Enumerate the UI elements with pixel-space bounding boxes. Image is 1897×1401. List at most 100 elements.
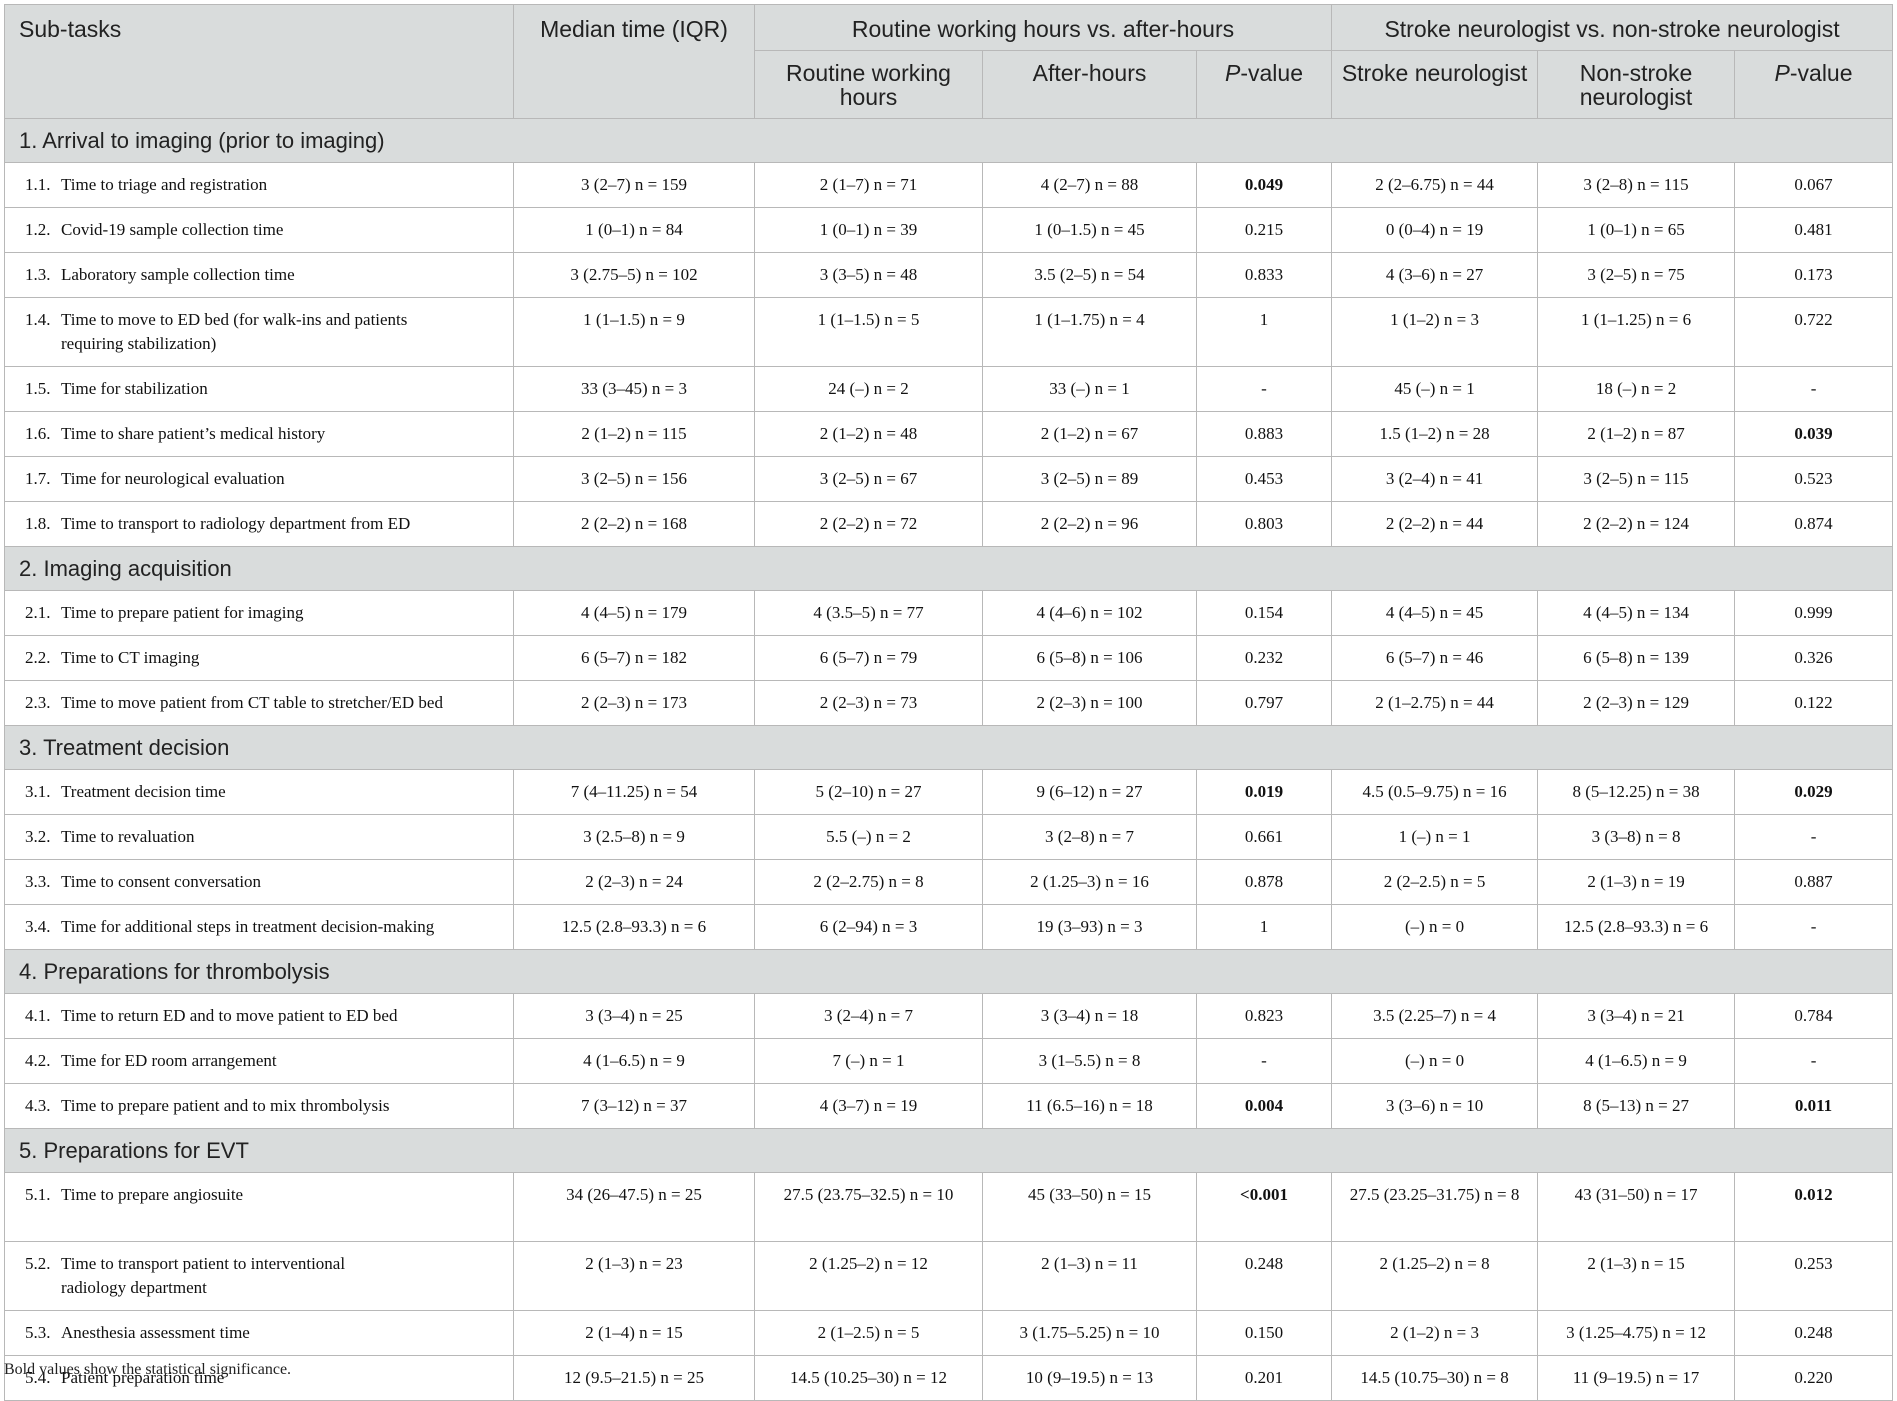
table-row: 1.2. Covid-19 sample collection time 1 (0–… <box>4 207 1894 253</box>
pvalue-2-text: 0.523 <box>1794 469 1833 488</box>
pvalue-2-text: 0.011 <box>1794 1096 1833 1115</box>
stroke-cell: 1 (–) n = 1 <box>1331 814 1539 860</box>
pvalue-1-text: - <box>1261 1051 1267 1070</box>
section-title: 4. Preparations for thrombolysis <box>3 949 1894 994</box>
stroke-cell: 3 (3–6) n = 10 <box>1331 1083 1539 1129</box>
results-table: Sub-tasks Median time (IQR) Routine work… <box>3 4 1894 1401</box>
subtask-text: Time for neurological evaluation <box>61 469 285 488</box>
pvalue-2-text: 0.999 <box>1794 603 1833 622</box>
subtask-number: 5.3. <box>25 1323 51 1342</box>
stroke-cell: 2 (2–6.75) n = 44 <box>1331 162 1539 208</box>
pvalue-2-text: 0.874 <box>1794 514 1833 533</box>
table-row: 1.5. Time for stabilization 33 (3–45) n = … <box>4 366 1894 412</box>
table-row: 5.1. Time to prepare angiosuite 34 (26–47.… <box>4 1172 1894 1242</box>
median-cell-text: 6 (5–7) n = 182 <box>581 648 687 667</box>
pvalue-cell-1: 0.797 <box>1195 680 1333 726</box>
pvalue-2-text: 0.122 <box>1794 693 1833 712</box>
subtask-label: 1.3. Laboratory sample collection time <box>4 252 514 298</box>
stroke-cell: 3 (2–4) n = 41 <box>1331 456 1539 502</box>
after-hours-cell: 3 (1–5.5) n = 8 <box>982 1038 1197 1084</box>
routine-cell-text: 2 (2–3) n = 73 <box>819 693 918 712</box>
pvalue-cell-1: 0.883 <box>1195 411 1333 457</box>
table-row: 1.7. Time for neurological evaluation 3 (2… <box>4 456 1894 502</box>
routine-cell: 2 (1–2) n = 48 <box>754 411 983 457</box>
pvalue-cell-2: 0.326 <box>1734 635 1894 681</box>
median-cell: 3 (2.5–8) n = 9 <box>513 814 755 860</box>
subtask-text: Time to CT imaging <box>61 648 200 667</box>
pvalue-1-text: 0.803 <box>1244 514 1284 533</box>
pvalue-cell-1: - <box>1195 1038 1333 1084</box>
subtask-text: Time to move to ED bed (for walk-ins and… <box>61 310 408 329</box>
stroke-cell: 6 (5–7) n = 46 <box>1331 635 1539 681</box>
subtask-number: 5.4. <box>25 1368 51 1387</box>
subtask-number: 3.3. <box>25 872 51 891</box>
after-hours-cell: 3 (2–5) n = 89 <box>982 456 1197 502</box>
pvalue-2-text: 0.253 <box>1794 1254 1833 1273</box>
routine-cell: 2 (1–7) n = 71 <box>754 162 983 208</box>
section-title: 1. Arrival to imaging (prior to imaging) <box>3 118 1894 163</box>
nonstroke-cell: 2 (1–3) n = 15 <box>1537 1241 1736 1311</box>
after-hours-cell: 2 (2–3) n = 100 <box>982 680 1197 726</box>
pvalue-1-text: 1 <box>1259 310 1269 329</box>
median-cell: 4 (1–6.5) n = 9 <box>513 1038 755 1084</box>
subtask-number: 1.6. <box>25 424 51 443</box>
pvalue-cell-1: 0.661 <box>1195 814 1333 860</box>
table-row: 1.4. Time to move to ED bed (for walk-ins… <box>4 297 1894 367</box>
subtask-label: 1.8. Time to transport to radiology depar… <box>4 501 514 547</box>
subtask-text: Time to return ED and to move patient to… <box>61 1006 398 1025</box>
after-hours-cell-text: 1 (1–1.75) n = 4 <box>1034 310 1145 329</box>
pvalue-1-text: 0.201 <box>1244 1368 1284 1387</box>
stroke-cell: (–) n = 0 <box>1331 1038 1539 1084</box>
table-row: 2.3. Time to move patient from CT table t… <box>4 680 1894 726</box>
nonstroke-cell: 4 (4–5) n = 134 <box>1537 590 1736 636</box>
pvalue-1-text: 0.823 <box>1244 1006 1284 1025</box>
after-hours-cell-text: 4 (4–6) n = 102 <box>1036 603 1143 622</box>
pvalue-cell-1: 0.154 <box>1195 590 1333 636</box>
subtask-text-cont: requiring stabilization) <box>61 334 217 353</box>
routine-cell-text: 2 (1.25–2) n = 12 <box>809 1254 928 1273</box>
subtask-label: 5.3. Anesthesia assessment time <box>4 1310 514 1356</box>
subtask-label: 4.3. Time to prepare patient and to mix t… <box>4 1083 514 1129</box>
subtask-label: 3.2. Time to revaluation <box>4 814 514 860</box>
after-hours-cell-text: 3 (1–5.5) n = 8 <box>1038 1051 1141 1070</box>
median-cell: 3 (2–5) n = 156 <box>513 456 755 502</box>
subtask-number: 1.5. <box>25 379 51 398</box>
pvalue-1-text: 0.878 <box>1244 872 1284 891</box>
nonstroke-cell: 2 (1–3) n = 19 <box>1537 859 1736 905</box>
routine-cell-text: 2 (1–2) n = 48 <box>819 424 918 443</box>
pvalue-cell-2: 0.122 <box>1734 680 1894 726</box>
routine-cell-text: 2 (2–2.75) n = 8 <box>813 872 924 891</box>
median-cell: 4 (4–5) n = 179 <box>513 590 755 636</box>
after-hours-cell-text: 2 (1–3) n = 11 <box>1041 1254 1138 1273</box>
pvalue-p: P <box>1225 60 1241 86</box>
header-stroke: Stroke neurologist <box>1331 50 1539 119</box>
median-cell: 1 (1–1.5) n = 9 <box>513 297 755 367</box>
table-row: 3.1. Treatment decision time 7 (4–11.25) n… <box>4 769 1894 815</box>
after-hours-cell: 45 (33–50) n = 15 <box>982 1172 1197 1242</box>
nonstroke-cell: 3 (3–4) n = 21 <box>1537 993 1736 1039</box>
table-row: 4.3. Time to prepare patient and to mix t… <box>4 1083 1894 1129</box>
nonstroke-cell: 3 (3–8) n = 8 <box>1537 814 1736 860</box>
subtask-text: Time for additional steps in treatment d… <box>61 917 435 936</box>
pvalue-cell-2: - <box>1734 366 1894 412</box>
median-cell-text: 4 (4–5) n = 179 <box>581 603 687 622</box>
routine-cell-text: 3 (3–5) n = 48 <box>819 265 918 284</box>
header-group-stroke-vs-nonstroke: Stroke neurologist vs. non-stroke neurol… <box>1331 4 1894 51</box>
nonstroke-cell-text: 11 (9–19.5) n = 17 <box>1572 1368 1700 1387</box>
header-group-routine-vs-after: Routine working hours vs. after-hours <box>753 4 1333 51</box>
pvalue-cell-1: 0.248 <box>1195 1241 1333 1311</box>
subtask-text-cont: radiology department <box>61 1278 207 1297</box>
pvalue-2-text: 0.039 <box>1794 424 1833 443</box>
routine-cell-text: 1 (0–1) n = 39 <box>819 220 918 239</box>
pvalue-cell-2: - <box>1734 814 1894 860</box>
median-cell-text: 12.5 (2.8–93.3) n = 6 <box>561 917 707 936</box>
subtask-text: Time to revaluation <box>61 827 195 846</box>
subtask-number: 5.2. <box>25 1254 51 1273</box>
stroke-cell: 2 (2–2.5) n = 5 <box>1331 859 1539 905</box>
section-title: 2. Imaging acquisition <box>3 546 1894 591</box>
header-median: Median time (IQR) <box>513 4 755 119</box>
pvalue-cell-2: 0.999 <box>1734 590 1894 636</box>
subtask-label: 1.7. Time for neurological evaluation <box>4 456 514 502</box>
nonstroke-cell-text: 2 (2–3) n = 129 <box>1583 693 1689 712</box>
